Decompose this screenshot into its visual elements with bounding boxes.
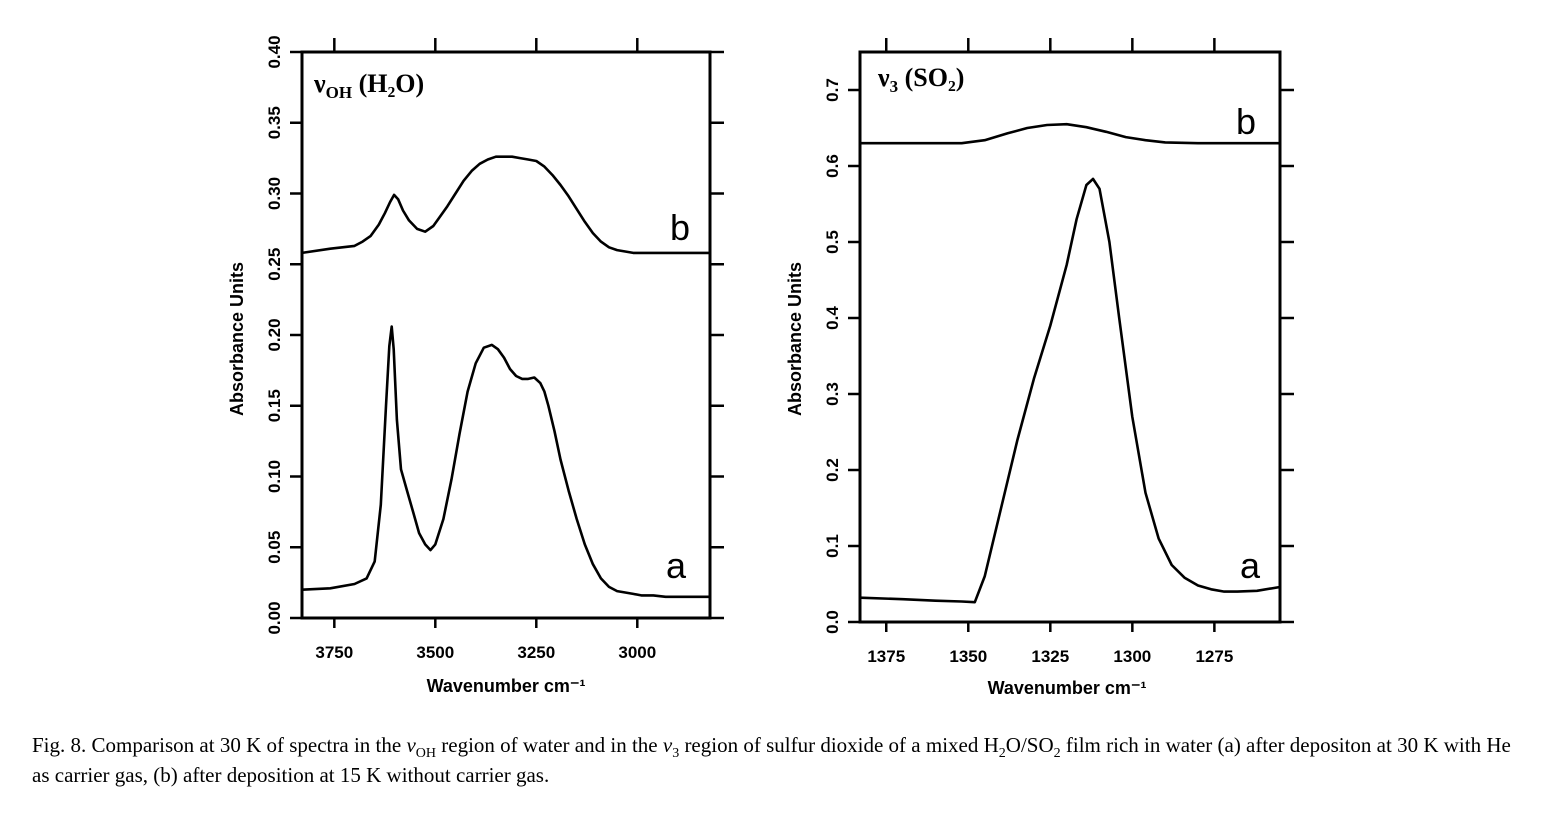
panel-title: νOH (H₂O) <box>313 69 424 102</box>
y-tick-label: 0.3 <box>823 382 842 406</box>
curve-group: ab <box>300 155 712 599</box>
y-tick-label: 0.2 <box>823 458 842 482</box>
y-axis-label: Absorbance Units <box>227 262 247 416</box>
y-tick-label: 0.40 <box>265 35 284 68</box>
x-tick-label: 1300 <box>1113 647 1151 666</box>
caption-text: region of sulfur dioxide of a mixed H <box>679 733 999 757</box>
y-tick-label: 0.30 <box>265 177 284 210</box>
series-label-b: b <box>670 207 690 248</box>
x-tick-label: 3750 <box>315 643 353 662</box>
caption-text: region of water and in the <box>436 733 663 757</box>
y-tick-label: 0.0 <box>823 610 842 634</box>
y-tick-label: 0.4 <box>823 306 842 330</box>
y-tick-label: 0.6 <box>823 154 842 178</box>
x-tick-label: 1350 <box>949 647 987 666</box>
y-tick-label: 0.7 <box>823 78 842 102</box>
series-label-a: a <box>666 545 687 586</box>
figure: 3750 3500 3250 3000 0.00 0.05 0.10 0.15 0.20 0.25… <box>227 35 1294 698</box>
caption-symbol: ν <box>662 733 673 757</box>
x-axis-label: Wavenumber cm⁻¹ <box>988 678 1147 698</box>
y-tick-label: 0.25 <box>265 248 284 281</box>
x-tick-label: 3000 <box>618 643 656 662</box>
series-line-a <box>858 177 1282 604</box>
chart-panel-water: 3750 3500 3250 3000 0.00 0.05 0.10 0.15 0.20 0.25… <box>227 35 724 696</box>
curve-group: ab <box>858 101 1282 604</box>
series-line-b <box>300 155 712 255</box>
y-tick-label: 0.10 <box>265 460 284 493</box>
y-axis-label: Absorbance Units <box>785 262 805 416</box>
caption-subscript: 2 <box>1053 746 1061 762</box>
y-tick-label: 0.05 <box>265 531 284 564</box>
figure-caption: Fig. 8. Comparison at 30 K of spectra in… <box>32 730 1522 790</box>
x-tick-label: 1325 <box>1031 647 1069 666</box>
series-line-b <box>858 122 1282 145</box>
x-axis-label: Wavenumber cm⁻¹ <box>427 676 586 696</box>
y-tick-label: 0.20 <box>265 318 284 351</box>
panel-title: ν3 (SO₂) <box>877 63 964 96</box>
caption-subscript: 2 <box>998 746 1006 762</box>
caption-text: O/SO <box>1005 733 1054 757</box>
caption-fig-label: Fig. 8. <box>32 733 87 757</box>
caption-symbol: ν <box>406 733 416 757</box>
y-tick-label: 0.1 <box>823 534 842 558</box>
caption-subscript: 3 <box>672 746 680 762</box>
chart-panel-so2: 1375 1350 1325 1300 1275 0.0 0.1 0.2 0.3 0.4 0.5 0.… <box>785 38 1294 698</box>
x-tick-label: 1275 <box>1195 647 1233 666</box>
series-label-a: a <box>1240 545 1261 586</box>
caption-text: film rich in water (a) after depositon a… <box>32 733 1511 787</box>
plot-frame <box>300 50 712 620</box>
tick-group: 3750 3500 3250 3000 0.00 0.05 0.10 0.15 0.20 0.25… <box>265 35 724 662</box>
caption-text: Comparison at 30 K of spectra in the <box>86 733 407 757</box>
tick-group: 1375 1350 1325 1300 1275 0.0 0.1 0.2 0.3 0.4 0.5 0.… <box>823 38 1294 666</box>
caption-subscript: OH <box>415 746 437 762</box>
x-tick-label: 1375 <box>867 647 905 666</box>
y-tick-label: 0.35 <box>265 106 284 139</box>
plot-frame <box>858 50 1282 624</box>
x-tick-label: 3500 <box>416 643 454 662</box>
y-tick-label: 0.5 <box>823 230 842 254</box>
series-label-b: b <box>1236 101 1256 142</box>
y-tick-label: 0.00 <box>265 601 284 634</box>
y-tick-label: 0.15 <box>265 389 284 422</box>
series-line-a <box>300 325 712 599</box>
x-tick-label: 3250 <box>517 643 555 662</box>
